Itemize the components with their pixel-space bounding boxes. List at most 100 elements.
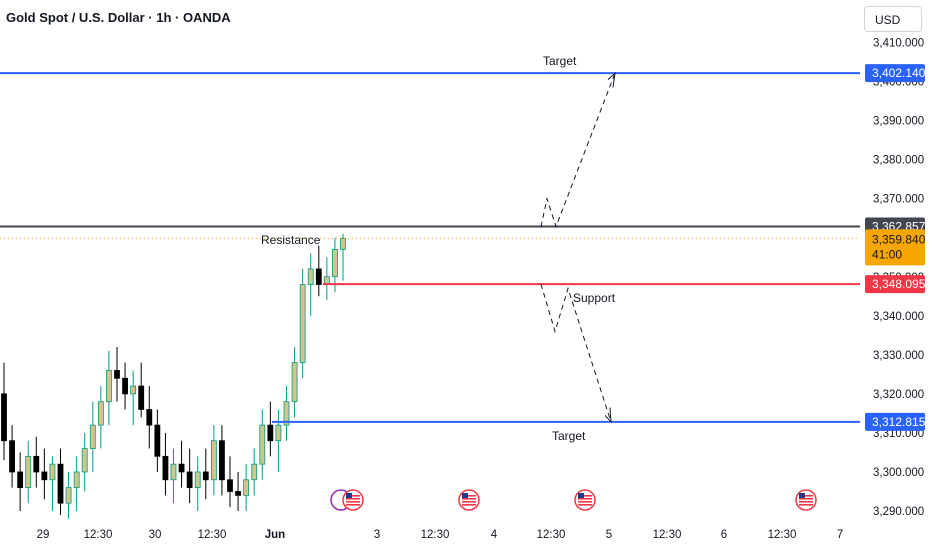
candle-body bbox=[106, 370, 112, 403]
support-label: Support bbox=[573, 291, 616, 305]
candle-body bbox=[299, 284, 306, 364]
flag-canton bbox=[578, 493, 584, 498]
y-tick-label: 3,290.000 bbox=[873, 506, 924, 518]
candle-body bbox=[219, 440, 225, 481]
candle-body bbox=[114, 370, 120, 379]
flag-stripe bbox=[578, 495, 592, 497]
flag-stripe bbox=[578, 504, 592, 506]
candle-body bbox=[275, 424, 282, 442]
currency-button[interactable]: USD bbox=[864, 6, 922, 32]
levels bbox=[0, 72, 860, 423]
bullish-projection bbox=[540, 73, 616, 229]
candle-body bbox=[25, 455, 32, 488]
flag-stripe bbox=[799, 504, 813, 506]
x-tick-label: 12:30 bbox=[537, 529, 566, 541]
candle-body bbox=[259, 424, 266, 465]
candle-body bbox=[283, 401, 290, 426]
candle-body bbox=[170, 463, 177, 481]
flag-stripe bbox=[462, 504, 476, 506]
us-flag-event-icon[interactable] bbox=[342, 489, 364, 511]
flag-stripe bbox=[578, 498, 592, 500]
candle-body bbox=[332, 249, 338, 278]
candle-body bbox=[178, 463, 185, 473]
candle-body bbox=[291, 362, 298, 403]
x-tick-label: 5 bbox=[606, 529, 612, 541]
flag-canton bbox=[462, 493, 468, 498]
candle-body bbox=[138, 385, 145, 410]
level-price-value: 3,348.095 bbox=[872, 277, 926, 291]
candle-body bbox=[9, 440, 15, 473]
y-tick-label: 3,410.000 bbox=[873, 38, 924, 50]
y-tick-label: 3,330.000 bbox=[873, 350, 924, 362]
candle-body bbox=[17, 471, 24, 488]
flag-stripe bbox=[799, 498, 813, 500]
x-tick-label: 30 bbox=[149, 529, 162, 541]
y-tick-label: 3,320.000 bbox=[873, 389, 924, 401]
level-price-tag bbox=[865, 412, 925, 431]
y-tick-label: 3,370.000 bbox=[873, 194, 924, 206]
current-price-tag bbox=[865, 229, 925, 266]
annotations: Resistance Support Target Target bbox=[261, 54, 616, 443]
x-tick-label: 12:30 bbox=[653, 529, 682, 541]
time-axis: 29 12:30 30 12:30 Jun 3 12:30 4 12:30 5 12:30 6 12:3… bbox=[37, 529, 844, 541]
arrow-head-up bbox=[607, 71, 616, 88]
candle-body bbox=[1, 393, 7, 442]
candle-body bbox=[146, 409, 153, 426]
flag-stripe bbox=[462, 495, 476, 497]
candle-body bbox=[122, 377, 128, 395]
x-tick-label: 6 bbox=[721, 529, 727, 541]
level-price-tag bbox=[865, 64, 925, 83]
y-tick-label: 3,390.000 bbox=[873, 116, 924, 128]
candle-body bbox=[186, 471, 193, 488]
x-tick-label: 12:30 bbox=[84, 529, 113, 541]
candle-body bbox=[81, 448, 88, 473]
resistance-label: Resistance bbox=[261, 233, 321, 247]
candle-body bbox=[41, 471, 48, 481]
us-flag-event-icon[interactable] bbox=[574, 489, 596, 511]
bearish-projection bbox=[540, 284, 612, 423]
candle-body bbox=[97, 401, 104, 426]
flag-canton bbox=[799, 493, 805, 498]
x-tick-label: 4 bbox=[491, 529, 498, 541]
candle-body bbox=[154, 424, 161, 457]
candle-body bbox=[315, 268, 322, 285]
us-flag-event-icon[interactable] bbox=[795, 489, 817, 511]
flag-stripe bbox=[799, 495, 813, 497]
candle-body bbox=[243, 479, 250, 496]
candle-body bbox=[267, 424, 274, 442]
target-bottom-label: Target bbox=[552, 429, 586, 443]
x-tick-label: 29 bbox=[37, 529, 50, 541]
candle-body bbox=[57, 463, 64, 504]
event-icons bbox=[330, 489, 817, 511]
candle-body bbox=[130, 385, 137, 395]
flag-stripe bbox=[462, 501, 476, 503]
current-price-value: 3,359.840 bbox=[872, 232, 926, 246]
flag-stripe bbox=[462, 498, 476, 500]
x-tick-label: Jun bbox=[265, 529, 285, 541]
y-tick-label: 3,340.000 bbox=[873, 311, 924, 323]
candle-body bbox=[202, 471, 209, 481]
target-top-label: Target bbox=[543, 54, 577, 68]
candle-body bbox=[49, 463, 56, 481]
x-tick-label: 12:30 bbox=[198, 529, 227, 541]
candle-body bbox=[33, 455, 40, 473]
flag-stripe bbox=[346, 501, 360, 503]
x-tick-label: 3 bbox=[374, 529, 380, 541]
flag-stripe bbox=[346, 498, 360, 500]
level-price-tag bbox=[865, 275, 925, 294]
chart-title: Gold Spot / U.S. Dollar · 1h · OANDA bbox=[6, 10, 231, 25]
candle-body bbox=[251, 463, 258, 481]
price-labels: 3,402.1403,362.8573,359.84041:003,348.09… bbox=[865, 64, 926, 431]
price-countdown: 41:00 bbox=[872, 247, 902, 261]
candles bbox=[1, 233, 346, 519]
us-flag-event-icon[interactable] bbox=[458, 489, 480, 511]
candle-body bbox=[210, 440, 217, 481]
candle-body bbox=[162, 455, 169, 481]
flag-stripe bbox=[799, 501, 813, 503]
candle-body bbox=[194, 471, 201, 488]
arrow-head-down bbox=[604, 407, 612, 424]
candle-body bbox=[73, 471, 80, 488]
projection-paths bbox=[540, 71, 616, 424]
y-tick-label: 3,300.000 bbox=[873, 467, 924, 479]
